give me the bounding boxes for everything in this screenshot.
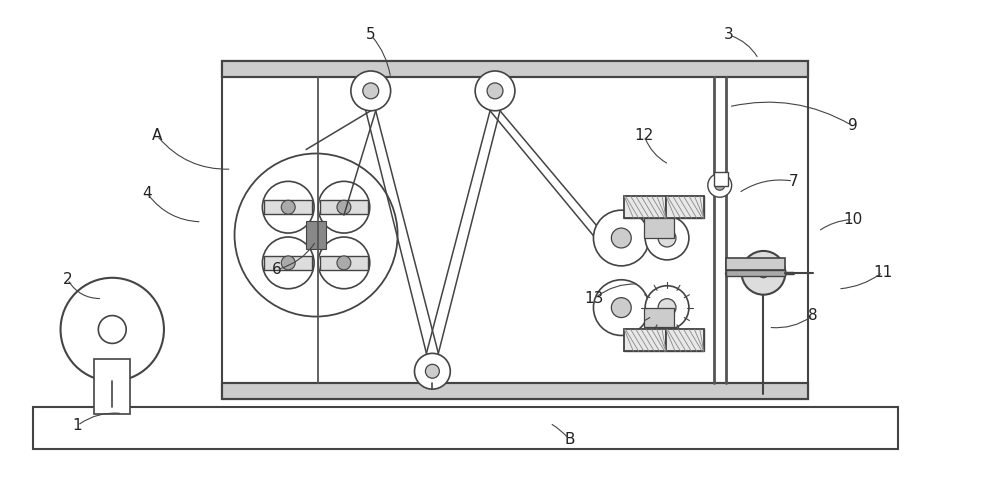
- Circle shape: [425, 364, 439, 378]
- Circle shape: [658, 299, 676, 317]
- Bar: [222, 383, 808, 399]
- Circle shape: [593, 210, 649, 266]
- Bar: [666, 330, 704, 351]
- Text: 13: 13: [585, 291, 604, 306]
- Circle shape: [337, 256, 351, 270]
- Circle shape: [281, 256, 295, 270]
- Circle shape: [235, 153, 398, 317]
- Text: 8: 8: [808, 308, 818, 323]
- Circle shape: [645, 286, 689, 330]
- Bar: [320, 256, 368, 270]
- Circle shape: [611, 298, 631, 318]
- Bar: [624, 330, 666, 351]
- Bar: [222, 61, 808, 77]
- Circle shape: [759, 268, 768, 278]
- Text: 1: 1: [73, 418, 82, 433]
- Bar: [714, 173, 728, 187]
- Text: 2: 2: [63, 272, 72, 287]
- Bar: [94, 359, 130, 414]
- Bar: [33, 407, 898, 449]
- Bar: [624, 196, 704, 218]
- Circle shape: [337, 200, 351, 214]
- Circle shape: [487, 83, 503, 99]
- Circle shape: [475, 71, 515, 111]
- Text: 7: 7: [788, 174, 798, 188]
- Text: A: A: [152, 128, 162, 143]
- Circle shape: [318, 237, 370, 289]
- Bar: [320, 200, 368, 214]
- Circle shape: [708, 174, 732, 197]
- Bar: [624, 196, 666, 218]
- Bar: [644, 218, 674, 238]
- Circle shape: [318, 181, 370, 233]
- Circle shape: [593, 280, 649, 335]
- Circle shape: [611, 228, 631, 248]
- Bar: [306, 221, 326, 249]
- Bar: [666, 196, 704, 218]
- Text: 4: 4: [142, 186, 152, 201]
- Text: B: B: [564, 432, 575, 447]
- Text: 5: 5: [366, 27, 376, 42]
- Text: 3: 3: [724, 27, 734, 42]
- Circle shape: [262, 237, 314, 289]
- Bar: [644, 308, 674, 327]
- Text: 10: 10: [843, 212, 863, 227]
- Bar: [222, 61, 808, 77]
- Circle shape: [262, 181, 314, 233]
- Text: 6: 6: [271, 262, 281, 277]
- Circle shape: [414, 353, 450, 389]
- Bar: [726, 270, 785, 276]
- Circle shape: [61, 278, 164, 381]
- Circle shape: [98, 316, 126, 343]
- Circle shape: [281, 200, 295, 214]
- Bar: [222, 61, 808, 399]
- Bar: [264, 256, 312, 270]
- Circle shape: [715, 180, 725, 190]
- Bar: [624, 330, 704, 351]
- Bar: [264, 200, 312, 214]
- Circle shape: [363, 83, 379, 99]
- Bar: [726, 258, 785, 270]
- Bar: [222, 383, 808, 399]
- Text: 9: 9: [848, 119, 858, 134]
- Text: 11: 11: [873, 265, 892, 280]
- Circle shape: [742, 251, 785, 295]
- Circle shape: [351, 71, 391, 111]
- Circle shape: [645, 216, 689, 260]
- Circle shape: [658, 229, 676, 247]
- Text: 12: 12: [635, 128, 654, 143]
